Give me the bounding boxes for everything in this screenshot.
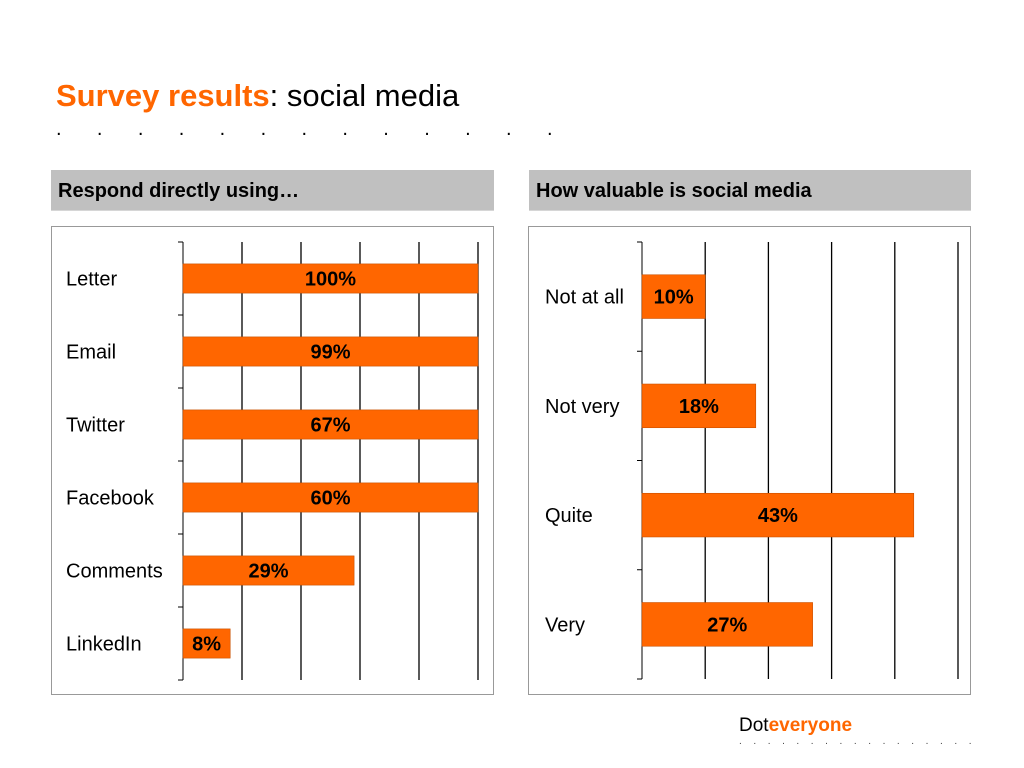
value-label: 67% <box>310 415 350 437</box>
category-label: Not very <box>545 396 619 418</box>
category-label: Letter <box>66 269 117 291</box>
value-label: 27% <box>707 614 747 636</box>
value-label: 29% <box>249 561 289 583</box>
category-label: LinkedIn <box>66 634 142 656</box>
value-label: 18% <box>679 396 719 418</box>
respond-directly-chart: Letter 100% Email 99% Twitter 67% Facebook 60% C… <box>66 241 479 681</box>
brand-logo: Doteveryone <box>739 715 852 737</box>
left-chart-panel: Letter 100% Email 99% Twitter 67% Facebook 60% C… <box>51 226 494 695</box>
title-rest: : social media <box>269 78 460 113</box>
value-label: 43% <box>758 505 798 527</box>
bar <box>182 555 355 586</box>
value-label: 8% <box>192 634 221 656</box>
bar <box>182 336 479 367</box>
right-chart-header: How valuable is social media <box>529 170 971 211</box>
page-title: Survey results: social media <box>56 78 459 114</box>
right-chart-panel: Not at all 10% Not very 18% Quite 43% Very 27% <box>528 226 971 695</box>
bar <box>182 409 479 440</box>
value-label: 100% <box>305 269 356 291</box>
title-accent: Survey results <box>56 78 270 113</box>
category-label: Facebook <box>66 488 155 510</box>
bar <box>182 628 231 659</box>
brand-dotted-rule: . . . . . . . . . . . . . . . . . <box>739 736 976 747</box>
bar <box>182 263 479 294</box>
bar <box>641 492 915 538</box>
title-dotted-rule: . . . . . . . . . . . . . <box>56 118 568 140</box>
value-label: 10% <box>654 287 694 309</box>
category-label: Comments <box>66 561 163 583</box>
bar <box>641 602 813 647</box>
value-label: 60% <box>310 488 350 510</box>
social-media-value-chart: Not at all 10% Not very 18% Quite 43% Very 27% <box>545 241 959 680</box>
category-label: Email <box>66 342 116 364</box>
left-chart-header: Respond directly using… <box>51 170 494 211</box>
category-label: Very <box>545 614 585 636</box>
bar <box>641 274 706 319</box>
category-label: Quite <box>545 505 593 527</box>
bar <box>641 383 757 429</box>
brand-accent: everyone <box>768 715 853 736</box>
category-label: Twitter <box>66 415 125 437</box>
value-label: 99% <box>310 342 350 364</box>
bar <box>182 482 479 513</box>
brand-prefix: Dot <box>739 715 769 736</box>
category-label: Not at all <box>545 287 624 309</box>
